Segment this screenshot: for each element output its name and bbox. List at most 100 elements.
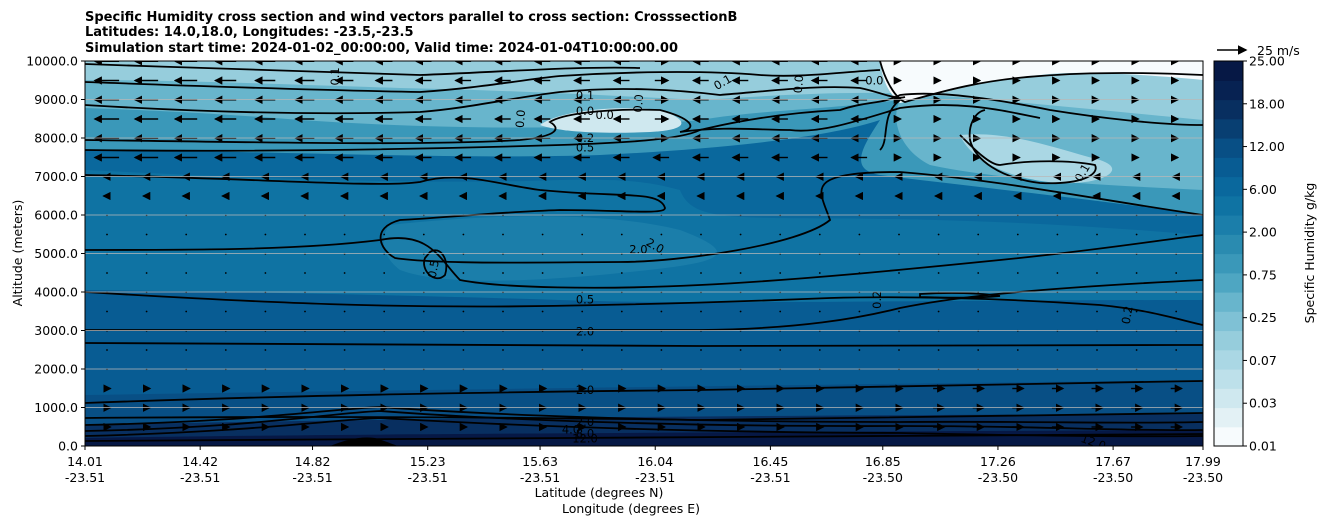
wind-vector bbox=[462, 310, 465, 313]
wind-vector bbox=[1175, 349, 1178, 351]
wind-vector bbox=[858, 310, 861, 313]
wind-vector bbox=[106, 349, 108, 351]
x-tick-label-lat: 14.82 bbox=[295, 454, 331, 469]
wind-vector bbox=[620, 233, 623, 236]
wind-vector bbox=[1175, 310, 1178, 313]
wind-vector bbox=[1016, 349, 1019, 351]
x-tick-label-lat: 15.63 bbox=[522, 454, 558, 469]
wind-vector bbox=[1016, 233, 1019, 236]
chart-title-line-3: Simulation start time: 2024-01-02_00:00:… bbox=[85, 41, 678, 56]
contour-label: 2.0 bbox=[576, 383, 594, 397]
wind-vector bbox=[739, 310, 742, 313]
wind-vector bbox=[304, 233, 306, 236]
wind-vector bbox=[343, 349, 346, 351]
wind-vector bbox=[1135, 310, 1138, 313]
y-tick-label: 5000.0 bbox=[34, 246, 78, 261]
wind-vector bbox=[660, 272, 663, 274]
wind-vector bbox=[185, 233, 188, 236]
wind-vector bbox=[383, 349, 386, 351]
wind-vector bbox=[185, 310, 188, 313]
contour-label: 0.0 bbox=[513, 109, 529, 128]
y-tick-label: 6000.0 bbox=[34, 208, 78, 223]
colorbar-tick-label: 2.00 bbox=[1249, 225, 1277, 240]
colorbar bbox=[1214, 61, 1243, 447]
wind-vector bbox=[1135, 272, 1138, 274]
wind-vector bbox=[779, 349, 782, 351]
x-tick-label-lat: 14.42 bbox=[182, 454, 218, 469]
colorbar-segment bbox=[1214, 138, 1243, 158]
wind-vector bbox=[1096, 272, 1098, 274]
wind-vector bbox=[383, 233, 386, 236]
wind-vector bbox=[343, 233, 346, 236]
y-tick-label: 1000.0 bbox=[34, 400, 78, 415]
chart-title-line-1: Specific Humidity cross section and wind… bbox=[85, 10, 737, 25]
wind-vector bbox=[383, 310, 386, 313]
wind-vector bbox=[502, 310, 504, 313]
wind-vector bbox=[1056, 233, 1059, 236]
contour-label: 0.5 bbox=[576, 293, 594, 307]
contour-line bbox=[959, 109, 1097, 185]
wind-vector bbox=[185, 272, 188, 274]
contour-line bbox=[85, 86, 906, 115]
wind-vector bbox=[1096, 349, 1098, 351]
wind-vector bbox=[422, 349, 425, 351]
x-tick-label-lon: -23.51 bbox=[635, 470, 675, 485]
wind-vector bbox=[1016, 272, 1019, 274]
contour-label: 0.1 bbox=[328, 67, 342, 85]
colorbar-label: Specific Humidity g/kg bbox=[1302, 183, 1317, 324]
wind-vector bbox=[898, 233, 900, 236]
wind-vector bbox=[700, 233, 702, 236]
wind-vector bbox=[581, 349, 584, 351]
x-tick-label-lat: 16.04 bbox=[637, 454, 673, 469]
wind-vector bbox=[304, 349, 306, 351]
wind-vector bbox=[660, 349, 663, 351]
x-tick-label-lat: 16.45 bbox=[753, 454, 789, 469]
wind-vector bbox=[937, 272, 940, 274]
wind-vector bbox=[700, 349, 702, 351]
wind-vector bbox=[541, 310, 544, 313]
contour-label: 0.0 bbox=[576, 104, 594, 118]
x-tick-label-lat: 15.23 bbox=[410, 454, 446, 469]
colorbar-tick-label: 6.00 bbox=[1249, 182, 1277, 197]
y-axis-ticks: 0.0 1000.0 2000.0 3000.0 4000.0 5000.0 6000.0 7… bbox=[26, 54, 85, 454]
contour-labels: 0.10.10.10.0 0.00.00.00.0 0.00.20.50.12.02… bbox=[328, 67, 1136, 446]
wind-vector bbox=[224, 233, 227, 236]
y-tick-label: 10000.0 bbox=[26, 54, 78, 69]
contour-label: 0.0 bbox=[631, 94, 647, 113]
wind-vector bbox=[1135, 349, 1138, 351]
contour-label: 2.0 bbox=[576, 324, 594, 338]
wind-vector bbox=[185, 349, 188, 351]
contour-label: 0.0 bbox=[596, 108, 614, 122]
wind-vector bbox=[502, 233, 504, 236]
colorbar-segment bbox=[1214, 118, 1243, 139]
wind-vector bbox=[264, 310, 267, 313]
wind-vector bbox=[581, 272, 584, 274]
colorbar-segment bbox=[1214, 215, 1243, 235]
humidity-region-dry-top bbox=[880, 61, 1203, 103]
humidity-region-terrain bbox=[330, 437, 398, 446]
x-tick-label-lon: -23.50 bbox=[978, 470, 1018, 485]
y-tick-label: 7000.0 bbox=[34, 169, 78, 184]
contour-line bbox=[879, 61, 1203, 103]
contour-line bbox=[85, 92, 1203, 152]
wind-vector bbox=[106, 272, 108, 274]
wind-vector bbox=[541, 233, 544, 236]
wind-vector bbox=[779, 272, 782, 274]
wind-vector bbox=[1056, 272, 1059, 274]
contour-label: 8.0 bbox=[576, 426, 594, 440]
y-tick-label: 3000.0 bbox=[34, 323, 78, 338]
wind-vector bbox=[858, 272, 861, 274]
wind-vector bbox=[937, 349, 940, 351]
wind-vector bbox=[304, 310, 306, 313]
contour-label: 0.0 bbox=[791, 74, 807, 93]
contour-line bbox=[919, 292, 1001, 299]
wind-vector bbox=[779, 233, 782, 236]
wind-vector bbox=[224, 349, 227, 351]
colorbar-segment bbox=[1214, 388, 1243, 409]
contour-line bbox=[85, 104, 1041, 145]
wind-vector bbox=[937, 310, 940, 313]
colorbar-segment bbox=[1214, 369, 1243, 389]
x-tick-label-lat: 17.26 bbox=[980, 454, 1016, 469]
wind-vector bbox=[343, 272, 346, 274]
